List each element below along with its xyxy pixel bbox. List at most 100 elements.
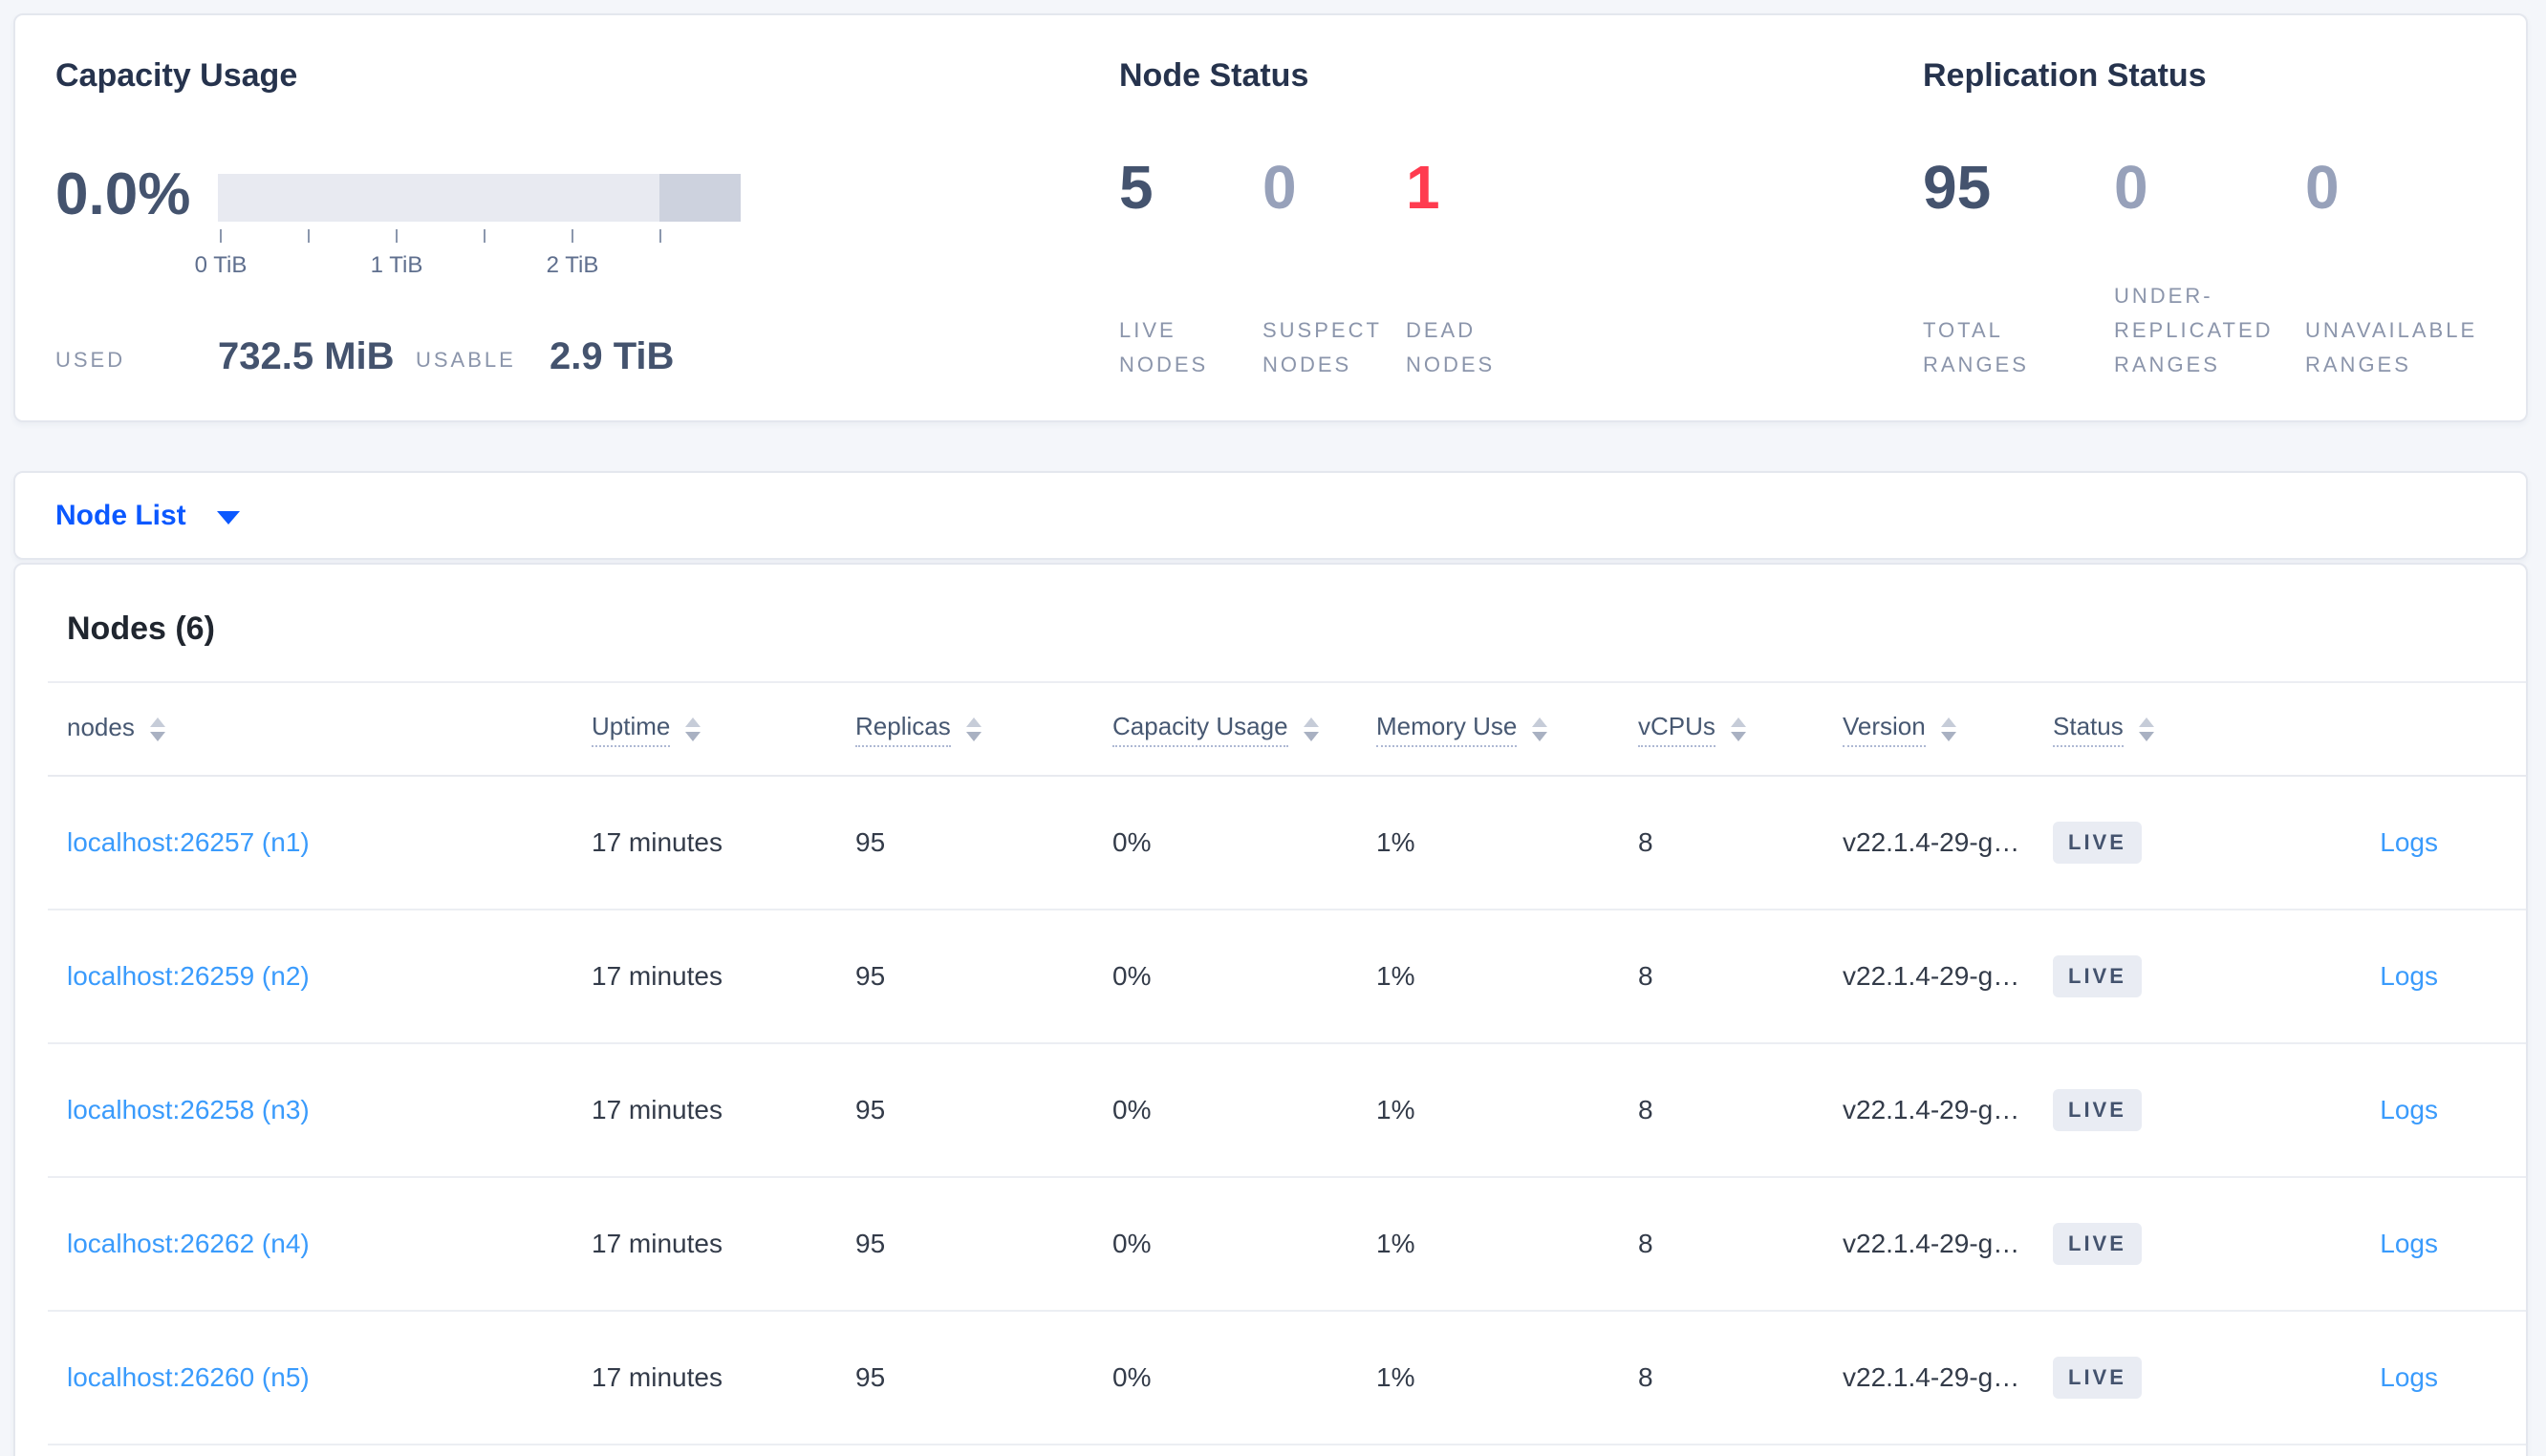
node-address-link[interactable]: localhost:26260 (n5)	[67, 1362, 310, 1392]
stat-item: 0 SUSPECT NODES	[1262, 157, 1406, 382]
column-header[interactable]: Status	[2053, 712, 2301, 747]
stat-item: 1 DEAD NODES	[1406, 157, 1549, 382]
sort-arrows-icon[interactable]	[2138, 717, 2154, 741]
node-address-link[interactable]: localhost:26262 (n4)	[67, 1229, 310, 1258]
cell-vcpus: 8	[1638, 1095, 1653, 1124]
node-list-dropdown[interactable]: Node List	[55, 500, 240, 532]
table-row: localhost:26257 (n1) 17 minutes 95 0% 1%…	[48, 777, 2526, 910]
replication-status-panel: Replication Status 95 TOTAL RANGES 0 UND…	[1923, 15, 2535, 420]
sort-arrows-icon[interactable]	[149, 717, 165, 741]
cluster-summary-card: Capacity Usage 0.0% 0 TiB 1 TiB 2 TiB US…	[13, 13, 2528, 422]
sort-desc-icon	[1730, 731, 1746, 741]
sort-asc-icon	[1532, 717, 1548, 727]
sort-asc-icon	[685, 717, 701, 727]
cell-capacity: 0%	[1112, 961, 1152, 991]
usable-label: USABLE	[416, 348, 516, 372]
capacity-usage-bar-end-segment	[659, 174, 741, 222]
cell-status: LIVE	[2053, 1089, 2301, 1131]
column-header[interactable]: Uptime	[592, 712, 855, 747]
stat-value: 5	[1119, 153, 1154, 222]
cell-vcpus: 8	[1638, 1229, 1653, 1258]
stat-item: 0 UNDER-REPLICATED RANGES	[2114, 157, 2305, 382]
column-header[interactable]: Version	[1843, 712, 2053, 747]
cell-status: LIVE	[2053, 822, 2301, 864]
sort-arrows-icon[interactable]	[1730, 717, 1746, 741]
view-selector-bar: Node List	[13, 471, 2528, 560]
cell-logs: Logs	[2301, 1229, 2438, 1259]
cell-version: v22.1.4-29-g…	[1843, 1095, 2020, 1124]
logs-link[interactable]: Logs	[2380, 827, 2438, 857]
cell-memory: 1%	[1376, 961, 1415, 991]
node-list-dropdown-label: Node List	[55, 499, 186, 531]
cell-memory: 1%	[1376, 1229, 1415, 1258]
cell-replicas: 95	[855, 827, 886, 857]
capacity-usage-panel: Capacity Usage 0.0% 0 TiB 1 TiB 2 TiB US…	[55, 15, 1107, 420]
column-header[interactable]: Replicas	[855, 712, 1112, 747]
sort-arrows-icon[interactable]	[1532, 717, 1548, 741]
column-header[interactable]: nodes	[67, 713, 592, 746]
capacity-usage-bar	[218, 174, 741, 222]
node-status-stats: 5 LIVE NODES 0 SUSPECT NODES 1 DEAD NODE…	[1119, 157, 1549, 382]
column-header[interactable]: Memory Use	[1376, 712, 1638, 747]
sort-asc-icon	[1303, 717, 1319, 727]
cell-capacity: 0%	[1112, 1229, 1152, 1258]
stat-value: 95	[1923, 153, 1992, 222]
cell-capacity: 0%	[1112, 827, 1152, 857]
sort-asc-icon	[1730, 717, 1746, 727]
capacity-used-row: USED 732.5 MiB USABLE 2.9 TiB	[55, 331, 1059, 378]
status-badge: LIVE	[2053, 822, 2142, 864]
cell-node-address: localhost:26262 (n4)	[67, 1229, 592, 1259]
cell-replicas: 95	[855, 1229, 886, 1258]
cell-memory: 1%	[1376, 1362, 1415, 1392]
logs-link[interactable]: Logs	[2380, 1229, 2438, 1258]
sort-asc-icon	[965, 717, 982, 727]
cell-vcpus: 8	[1638, 1362, 1653, 1392]
sort-arrows-icon[interactable]	[1940, 717, 1956, 741]
replication-stats: 95 TOTAL RANGES 0 UNDER-REPLICATED RANGE…	[1923, 157, 2496, 382]
node-address-link[interactable]: localhost:26258 (n3)	[67, 1095, 310, 1124]
sort-arrows-icon[interactable]	[1303, 717, 1319, 741]
nodes-table-card: Nodes (6) nodes Uptime	[13, 563, 2528, 1456]
capacity-usage-title: Capacity Usage	[55, 57, 298, 94]
sort-desc-icon	[965, 731, 982, 741]
cell-uptime: 17 minutes	[592, 827, 723, 857]
cell-uptime: 17 minutes	[592, 1229, 723, 1258]
stat-label: UNAVAILABLE RANGES	[2305, 318, 2478, 377]
column-header-label: Status	[2053, 712, 2124, 747]
used-label: USED	[55, 348, 126, 372]
node-address-link[interactable]: localhost:26259 (n2)	[67, 961, 310, 991]
cell-status: LIVE	[2053, 1223, 2301, 1265]
column-header[interactable]: vCPUs	[1638, 712, 1843, 747]
chevron-down-icon	[216, 510, 240, 525]
stat-value: 0	[2114, 153, 2148, 222]
logs-link[interactable]: Logs	[2380, 961, 2438, 991]
logs-link[interactable]: Logs	[2380, 1362, 2438, 1392]
nodes-table: nodes Uptime Replicas	[48, 681, 2526, 1445]
cell-uptime: 17 minutes	[592, 1095, 723, 1124]
sort-asc-icon	[149, 717, 165, 727]
cell-vcpus: 8	[1638, 827, 1653, 857]
stat-label: UNDER-REPLICATED RANGES	[2114, 284, 2274, 377]
stat-label: LIVE NODES	[1119, 318, 1209, 377]
cell-logs: Logs	[2301, 1362, 2438, 1393]
sort-desc-icon	[1940, 731, 1956, 741]
replication-status-title: Replication Status	[1923, 57, 2207, 94]
cell-node-address: localhost:26257 (n1)	[67, 827, 592, 858]
cell-memory: 1%	[1376, 827, 1415, 857]
column-header-label: Capacity Usage	[1112, 712, 1288, 747]
sort-arrows-icon[interactable]	[685, 717, 701, 741]
column-header-label: Version	[1843, 712, 1926, 747]
capacity-axis-labels: 0 TiB 1 TiB 2 TiB	[195, 252, 741, 279]
cell-version: v22.1.4-29-g…	[1843, 1229, 2020, 1258]
sort-arrows-icon[interactable]	[965, 717, 982, 741]
stat-item: 5 LIVE NODES	[1119, 157, 1262, 382]
cell-version: v22.1.4-29-g…	[1843, 827, 2020, 857]
column-header[interactable]: Capacity Usage	[1112, 712, 1376, 747]
column-header-label: Replicas	[855, 712, 951, 747]
stat-label: DEAD NODES	[1406, 318, 1496, 377]
cell-node-address: localhost:26260 (n5)	[67, 1362, 592, 1393]
node-address-link[interactable]: localhost:26257 (n1)	[67, 827, 310, 857]
sort-asc-icon	[2138, 717, 2154, 727]
logs-link[interactable]: Logs	[2380, 1095, 2438, 1124]
status-badge: LIVE	[2053, 955, 2142, 997]
